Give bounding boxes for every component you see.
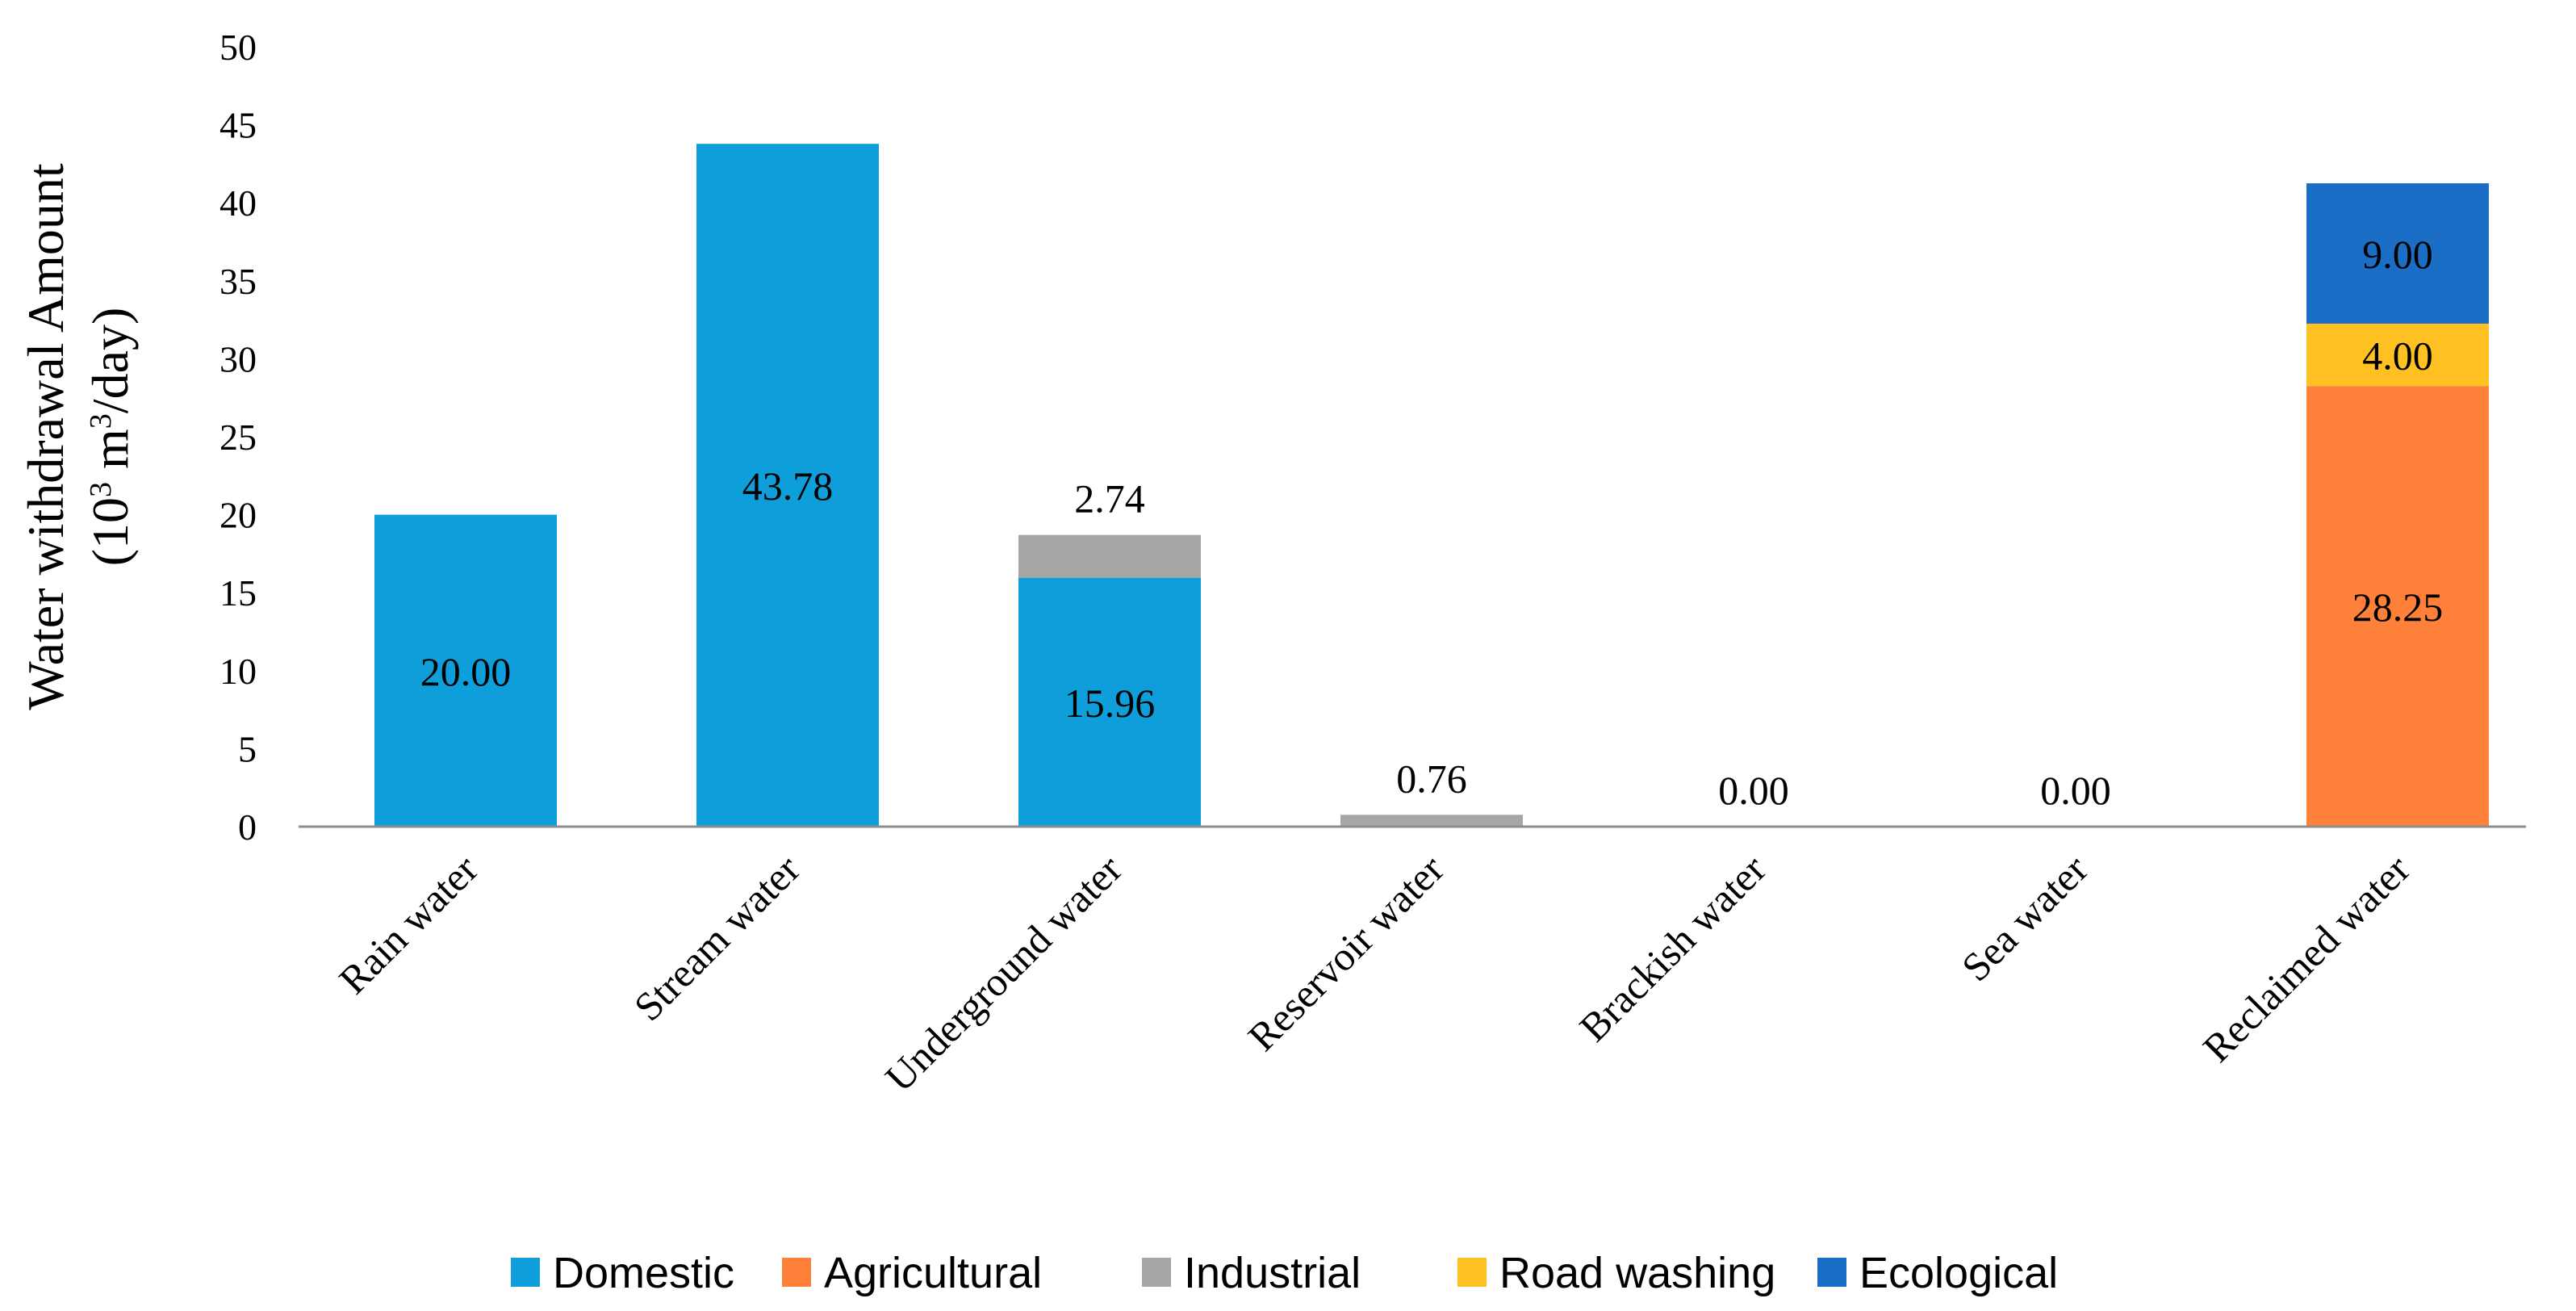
bar-reclaimed-water-road-washing bbox=[2306, 323, 2489, 387]
bar-underground-water-domestic bbox=[1018, 577, 1201, 827]
legend-item-agricultural: Agricultural bbox=[782, 1249, 1042, 1297]
legend: Domestic Agricultural Industrial Road washi… bbox=[511, 1249, 2058, 1297]
legend-swatch-road-washing bbox=[1457, 1258, 1487, 1287]
y-axis-ticks: 0 5 10 15 20 25 30 35 40 45 50 bbox=[220, 27, 257, 848]
y-tick-label: 50 bbox=[220, 27, 257, 68]
x-category-label-reclaimed-water: Reclaimed water bbox=[2194, 846, 2419, 1070]
bar-underground-water-industrial bbox=[1018, 534, 1201, 578]
data-label-stream-water-domestic: 43.78 bbox=[742, 463, 834, 509]
data-label-sea-water-domestic: 0.00 bbox=[2040, 768, 2111, 813]
y-axis-title-line2: (103 m3/day) bbox=[82, 308, 139, 567]
bar-reservoir-water-industrial bbox=[1340, 815, 1523, 827]
y-tick-label: 45 bbox=[220, 105, 257, 146]
legend-label-ecological: Ecological bbox=[1859, 1249, 2058, 1297]
legend-item-road-washing: Road washing bbox=[1457, 1249, 1775, 1297]
y-axis-title: Water withdrawal Amount (103 m3/day) bbox=[17, 163, 139, 710]
legend-swatch-agricultural bbox=[782, 1258, 811, 1287]
x-category-label-brackish-water: Brackish water bbox=[1570, 846, 1775, 1050]
y-tick-label: 0 bbox=[238, 806, 257, 848]
legend-swatch-industrial bbox=[1142, 1258, 1171, 1287]
legend-item-ecological: Ecological bbox=[1817, 1249, 2058, 1297]
x-category-label-underground-water: Underground water bbox=[876, 846, 1131, 1100]
y-tick-label: 5 bbox=[238, 728, 257, 769]
data-labels: 20.00 43.78 15.96 2.74 0.76 0.00 0.00 28.25 4.00… bbox=[420, 232, 2444, 813]
x-axis-category-labels: Rain water Stream water Underground water R… bbox=[330, 846, 2419, 1100]
legend-item-industrial: Industrial bbox=[1142, 1249, 1361, 1297]
y-tick-label: 15 bbox=[220, 572, 257, 614]
data-label-reservoir-water-industrial: 0.76 bbox=[1396, 756, 1467, 801]
y-tick-label: 25 bbox=[220, 417, 257, 458]
x-category-label-stream-water: Stream water bbox=[625, 846, 809, 1029]
bars bbox=[374, 144, 2489, 827]
y-axis-title-line1: Water withdrawal Amount bbox=[17, 163, 74, 710]
y-tick-label: 40 bbox=[220, 182, 257, 224]
bar-stream-water-domestic bbox=[696, 144, 879, 827]
x-category-label-rain-water: Rain water bbox=[330, 846, 487, 1003]
y-tick-label: 10 bbox=[220, 651, 257, 692]
y-tick-label: 35 bbox=[220, 261, 257, 302]
data-label-underground-water-domestic: 15.96 bbox=[1064, 681, 1156, 726]
legend-label-agricultural: Agricultural bbox=[824, 1249, 1042, 1297]
legend-swatch-ecological bbox=[1817, 1258, 1846, 1287]
x-category-label-sea-water: Sea water bbox=[1953, 846, 2097, 990]
data-label-rain-water-domestic: 20.00 bbox=[420, 649, 512, 694]
y-tick-label: 30 bbox=[220, 338, 257, 379]
data-label-underground-water-industrial: 2.74 bbox=[1074, 476, 1145, 521]
data-label-reclaimed-water-ecological: 9.00 bbox=[2362, 232, 2433, 277]
bar-reclaimed-water-agricultural bbox=[2306, 386, 2489, 827]
data-label-reclaimed-water-agricultural: 28.25 bbox=[2352, 584, 2444, 630]
legend-label-industrial: Industrial bbox=[1184, 1249, 1361, 1297]
x-category-label-reservoir-water: Reservoir water bbox=[1239, 846, 1453, 1060]
legend-label-road-washing: Road washing bbox=[1499, 1249, 1775, 1297]
data-label-reclaimed-water-road-washing: 4.00 bbox=[2362, 333, 2433, 379]
data-label-brackish-water-domestic: 0.00 bbox=[1718, 768, 1789, 813]
bar-rain-water-domestic bbox=[374, 514, 557, 827]
legend-label-domestic: Domestic bbox=[553, 1249, 734, 1297]
bar-reclaimed-water-ecological bbox=[2306, 183, 2489, 324]
legend-swatch-domestic bbox=[511, 1258, 540, 1287]
y-tick-label: 20 bbox=[220, 495, 257, 536]
legend-item-domestic: Domestic bbox=[511, 1249, 734, 1297]
